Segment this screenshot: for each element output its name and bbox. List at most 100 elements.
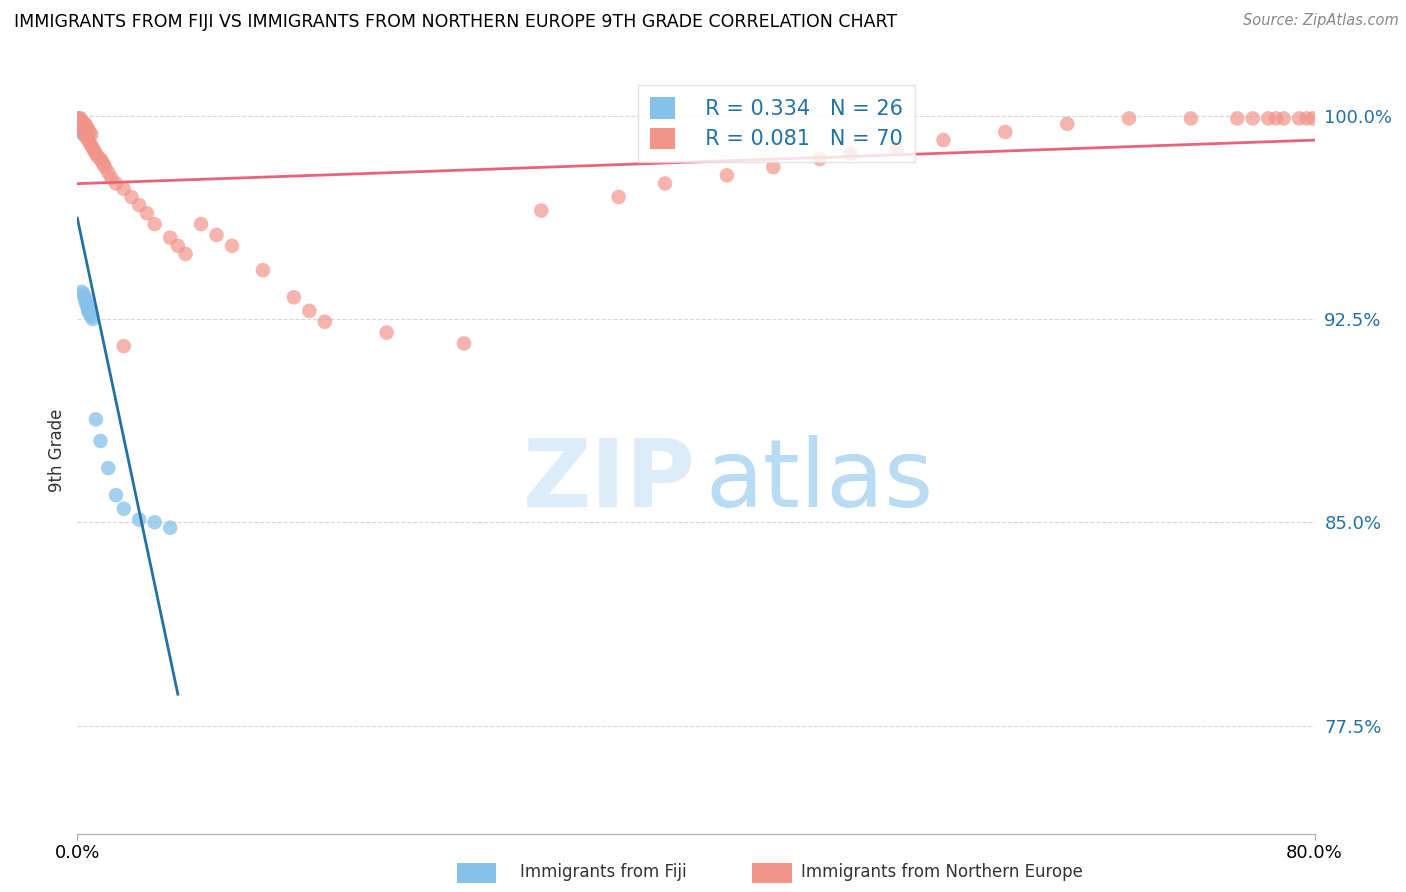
Point <box>69 117 91 131</box>
Point <box>75 290 96 304</box>
Point <box>76 298 98 312</box>
Point <box>252 263 274 277</box>
Point <box>80 138 103 153</box>
Point <box>93 157 115 171</box>
Point <box>1257 112 1279 126</box>
Point <box>82 141 104 155</box>
Point <box>128 512 150 526</box>
Y-axis label: 9th Grade: 9th Grade <box>48 409 66 492</box>
Point <box>67 114 90 128</box>
Point <box>94 160 117 174</box>
Point <box>70 285 93 299</box>
Text: Immigrants from Fiji: Immigrants from Fiji <box>520 863 688 881</box>
Point <box>159 521 181 535</box>
Point <box>80 128 103 142</box>
Point <box>80 310 103 324</box>
Point <box>84 412 107 426</box>
Point <box>90 434 111 448</box>
Point <box>716 169 738 183</box>
Point <box>143 516 166 530</box>
Text: atlas: atlas <box>706 435 934 527</box>
Point <box>97 461 120 475</box>
Point <box>72 117 94 131</box>
Point <box>70 122 93 136</box>
Point <box>654 177 676 191</box>
Point <box>886 141 908 155</box>
Point <box>67 112 90 126</box>
Point <box>1180 112 1202 126</box>
Point <box>83 144 105 158</box>
Point <box>1288 112 1310 126</box>
Point <box>67 114 90 128</box>
Point <box>77 133 100 147</box>
Text: ZIP: ZIP <box>523 435 696 527</box>
Point <box>70 114 93 128</box>
Point <box>79 136 101 150</box>
Point <box>75 120 96 134</box>
Point <box>86 149 108 163</box>
Point <box>932 133 955 147</box>
Point <box>167 239 190 253</box>
Point <box>174 247 197 261</box>
Point <box>105 177 127 191</box>
Point <box>112 501 135 516</box>
Point <box>283 290 305 304</box>
Text: IMMIGRANTS FROM FIJI VS IMMIGRANTS FROM NORTHERN EUROPE 9TH GRADE CORRELATION CH: IMMIGRANTS FROM FIJI VS IMMIGRANTS FROM … <box>14 13 897 31</box>
Point <box>91 154 114 169</box>
Point <box>530 203 553 218</box>
Point <box>314 315 336 329</box>
Point <box>77 301 100 315</box>
Point <box>808 152 831 166</box>
Point <box>112 339 135 353</box>
Point <box>75 117 96 131</box>
Point <box>70 122 93 136</box>
Point <box>375 326 398 340</box>
Point <box>72 287 94 301</box>
Point <box>1226 112 1249 126</box>
Text: Immigrants from Northern Europe: Immigrants from Northern Europe <box>801 863 1083 881</box>
Legend:   R = 0.334   N = 26,   R = 0.081   N = 70: R = 0.334 N = 26, R = 0.081 N = 70 <box>637 85 915 161</box>
Point <box>76 120 98 134</box>
Text: Source: ZipAtlas.com: Source: ZipAtlas.com <box>1243 13 1399 29</box>
Point <box>76 130 98 145</box>
Point <box>69 112 91 126</box>
Point <box>128 198 150 212</box>
Point <box>72 128 94 142</box>
Point <box>190 217 212 231</box>
Point <box>1302 112 1324 126</box>
Point <box>994 125 1017 139</box>
Point <box>79 307 101 321</box>
Point <box>1118 112 1140 126</box>
Point <box>72 125 94 139</box>
Point <box>143 217 166 231</box>
Point <box>76 295 98 310</box>
Point <box>205 227 228 242</box>
Point <box>77 122 100 136</box>
Point <box>1056 117 1078 131</box>
Point <box>112 182 135 196</box>
Point <box>159 230 181 244</box>
Point <box>105 488 127 502</box>
Point <box>100 171 122 186</box>
Point <box>77 303 100 318</box>
Point <box>75 293 96 307</box>
Point <box>298 303 321 318</box>
Point <box>1296 112 1319 126</box>
Point <box>1272 112 1295 126</box>
Point <box>762 160 785 174</box>
Point <box>79 125 101 139</box>
Point <box>67 112 90 126</box>
Point <box>70 125 93 139</box>
Point <box>75 128 96 142</box>
Point <box>69 117 91 131</box>
Point <box>221 239 243 253</box>
Point <box>136 206 159 220</box>
Point <box>453 336 475 351</box>
Point <box>82 312 104 326</box>
Point <box>70 120 93 134</box>
Point <box>607 190 630 204</box>
Point <box>97 166 120 180</box>
Point <box>839 146 862 161</box>
Point <box>121 190 143 204</box>
Point <box>69 120 91 134</box>
